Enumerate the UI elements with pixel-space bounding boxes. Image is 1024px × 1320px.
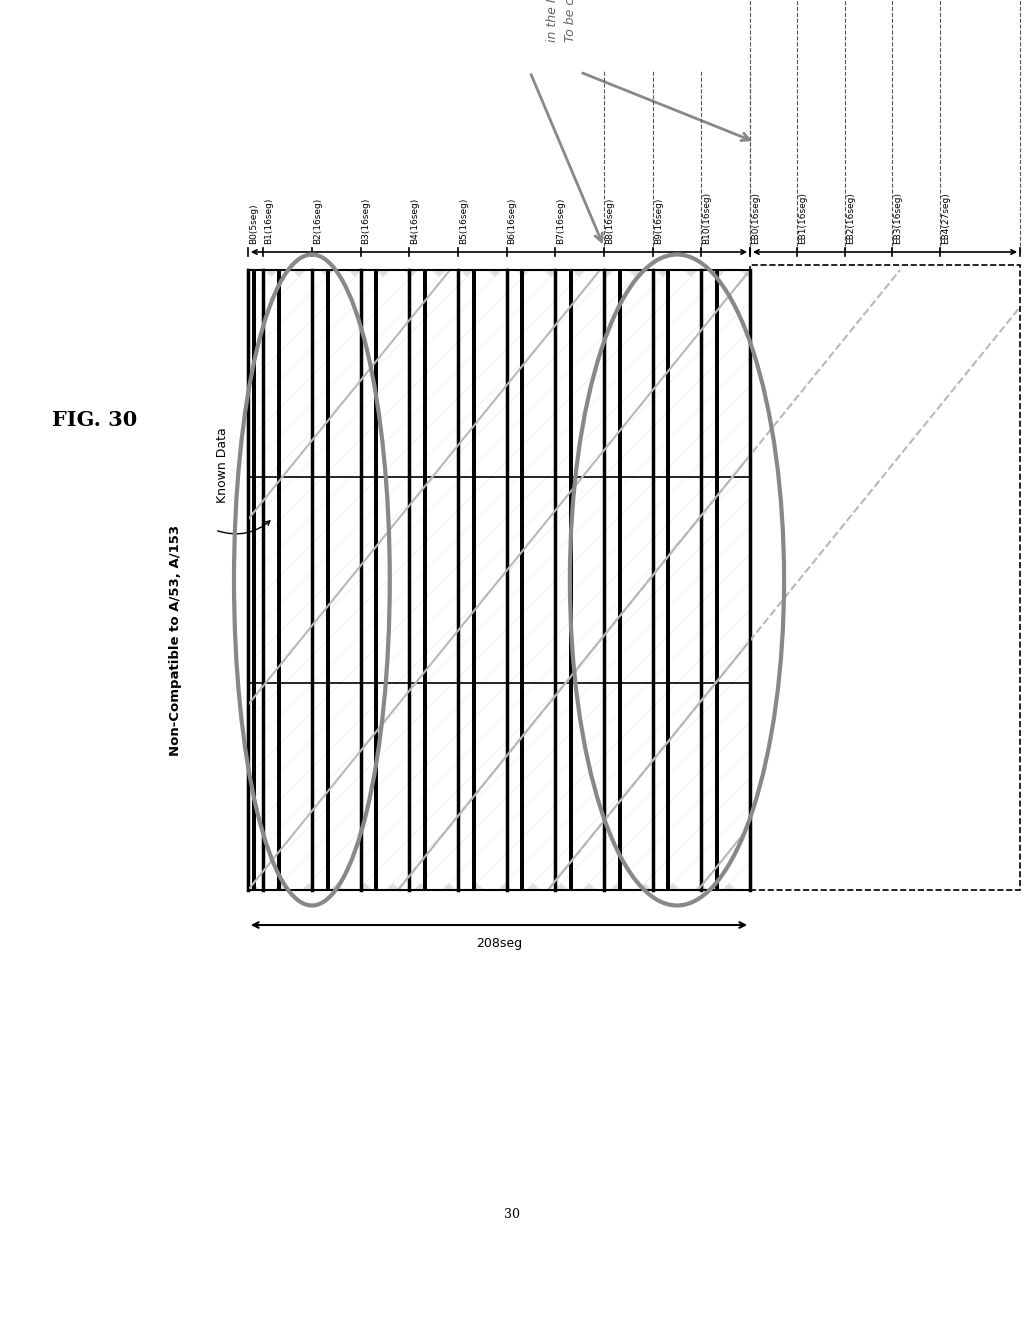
Text: B3(16seg): B3(16seg) [361,198,371,244]
Bar [750,265,1020,890]
Text: EB1(16seg): EB1(16seg) [799,191,808,244]
Bar [715,271,719,890]
FancyArrowPatch shape [218,521,270,533]
Text: To be connected: To be connected [563,0,577,42]
Text: US 2011/0107176 A1: US 2011/0107176 A1 [620,36,793,49]
Polygon shape [248,271,750,890]
Text: B9(16seg): B9(16seg) [653,198,663,244]
Bar [472,271,475,890]
Text: May 5, 2011: May 5, 2011 [358,36,459,49]
Polygon shape [0,271,248,890]
Text: EB0(16seg): EB0(16seg) [751,191,760,244]
Text: FIG. 30: FIG. 30 [52,411,137,430]
Bar [423,271,427,890]
Polygon shape [0,890,1024,1320]
Text: B2(16seg): B2(16seg) [313,198,322,244]
Text: B0(5seg): B0(5seg) [249,203,258,244]
Bar [326,271,330,890]
Text: Sheet 30 of 67: Sheet 30 of 67 [453,36,571,49]
Text: B1(16seg): B1(16seg) [264,198,273,244]
Text: EB3(16seg): EB3(16seg) [893,191,902,244]
Bar [617,271,622,890]
Bar [667,271,671,890]
Bar [248,271,750,890]
Text: B4(16seg): B4(16seg) [411,198,419,244]
Bar [520,271,524,890]
Text: in the Increased BW mode: in the Increased BW mode [546,0,558,42]
Text: B10(16seg): B10(16seg) [702,191,712,244]
Polygon shape [0,0,1024,271]
Text: B6(16seg): B6(16seg) [508,198,516,244]
Bar [276,271,281,890]
Text: B7(16seg): B7(16seg) [556,198,565,244]
Bar [252,271,256,890]
Text: B5(16seg): B5(16seg) [459,198,468,244]
Text: EB2(16seg): EB2(16seg) [846,193,855,244]
Bar [374,271,378,890]
Text: B8(16seg): B8(16seg) [605,198,614,244]
Polygon shape [750,271,1024,890]
Text: EB4(27seg): EB4(27seg) [941,193,950,244]
Text: Non-Compatible to A/53, A/153: Non-Compatible to A/53, A/153 [169,524,181,755]
Text: Patent Application Publication: Patent Application Publication [100,36,352,49]
Text: 208seg: 208seg [476,937,522,950]
Text: 30: 30 [504,1209,520,1221]
Bar [569,271,572,890]
Text: Known Data: Known Data [215,428,228,503]
